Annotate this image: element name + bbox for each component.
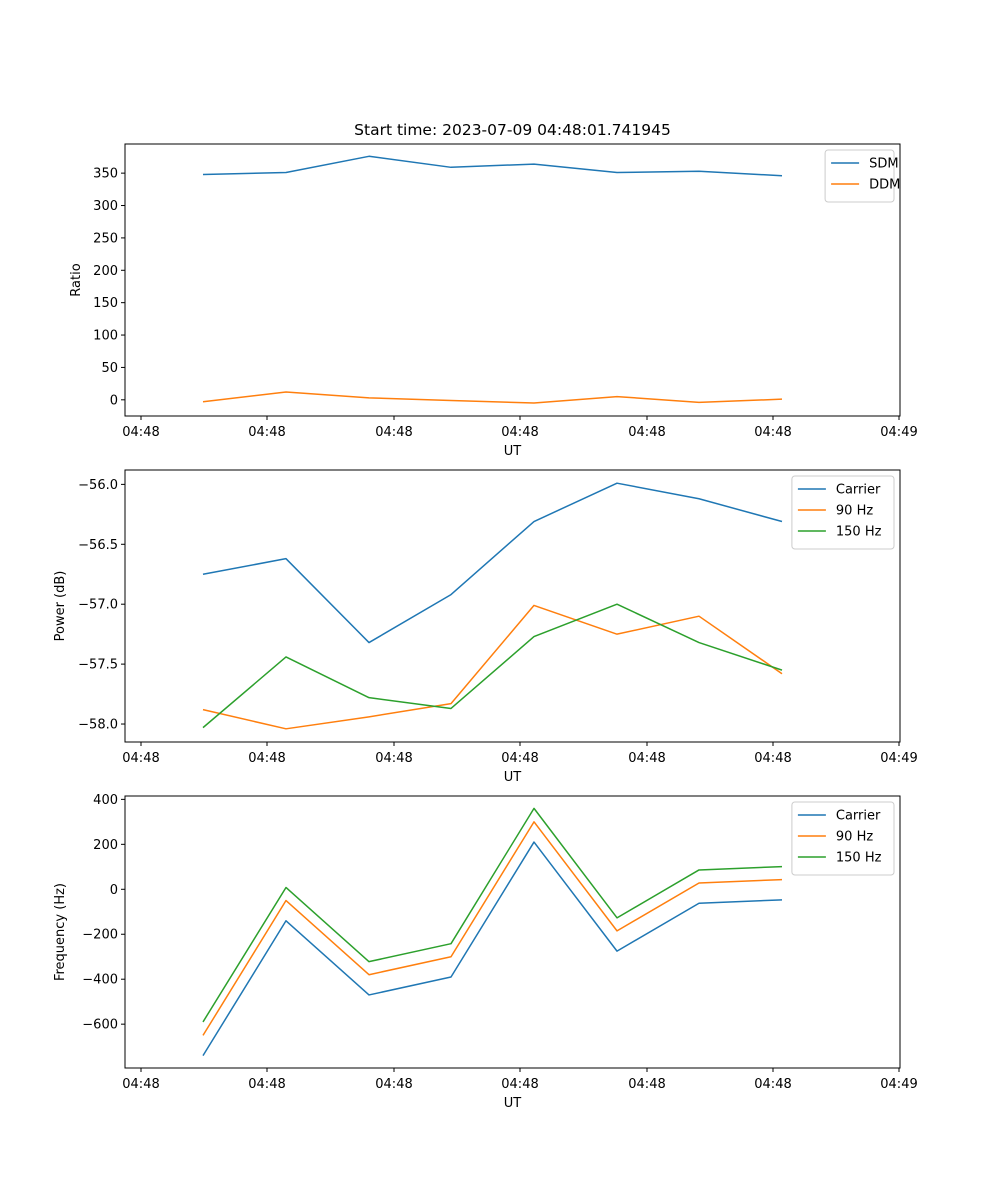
y-tick-label: 200: [93, 264, 118, 279]
x-tick-label: 04:48: [628, 751, 665, 766]
y-tick-label: 0: [110, 393, 118, 408]
x-tick-label: 04:48: [122, 1077, 159, 1092]
legend: Carrier 90 Hz 150 Hz: [791, 801, 895, 876]
y-tick-label: 200: [93, 838, 118, 853]
x-tick-label: 04:48: [122, 425, 159, 440]
y-tick-label: 250: [93, 231, 118, 246]
series-line-90-hz: [202, 604, 783, 730]
legend-label: 150 Hz: [836, 525, 882, 540]
x-tick-label: 04:49: [880, 425, 917, 440]
legend-label: Carrier: [836, 483, 881, 498]
series-line-150-hz: [202, 603, 783, 729]
plot-area-frame: [124, 143, 901, 417]
x-axis-label: UT: [504, 444, 522, 459]
legend-label: 90 Hz: [836, 504, 873, 519]
x-axis-label: UT: [504, 1096, 522, 1111]
x-tick-label: 04:48: [754, 751, 791, 766]
x-tick-label: 04:49: [880, 751, 917, 766]
x-tick-label: 04:48: [375, 425, 412, 440]
series-line-carrier: [202, 482, 783, 644]
x-tick-label: 04:48: [248, 751, 285, 766]
y-tick-label: −57.5: [78, 658, 118, 673]
x-tick-label: 04:48: [248, 1077, 285, 1092]
y-tick-label: −58.0: [78, 718, 118, 733]
legend-label: Carrier: [836, 809, 881, 824]
series-line-carrier: [202, 841, 783, 1057]
legend-label: SDM: [869, 157, 898, 172]
chart-title: Start time: 2023-07-09 04:48:01.741945: [354, 121, 671, 139]
y-tick-label: −57.0: [78, 598, 118, 613]
chart-panel-1: Start time: 2023-07-09 04:48:01.741945 04…: [69, 121, 918, 459]
y-tick-label: 150: [93, 296, 118, 311]
y-tick-label: 350: [93, 167, 118, 182]
x-tick-label: 04:48: [754, 425, 791, 440]
x-tick-label: 04:48: [501, 1077, 538, 1092]
legend-label: 90 Hz: [836, 830, 873, 845]
chart-root: Start time: 2023-07-09 04:48:01.74194504…: [53, 121, 918, 1111]
series-line-150-hz: [202, 807, 783, 1023]
y-tick-label: −200: [82, 928, 118, 943]
plot-area-frame: [124, 795, 901, 1069]
y-tick-label: 100: [93, 329, 118, 344]
legend-label: 150 Hz: [836, 851, 882, 866]
y-tick-label: 400: [93, 793, 118, 808]
y-tick-label: 300: [93, 199, 118, 214]
x-axis-label: UT: [504, 770, 522, 785]
chart-panel-3: 04:48 04:48 04:48 04:48 04:48 04:48 04:49 UT −60…: [53, 793, 918, 1111]
legend: SDM DDM: [824, 149, 900, 203]
chart-panel-2: 04:48 04:48 04:48 04:48 04:48 04:48 04:49 UT −58…: [53, 469, 918, 785]
y-axis-label: Frequency (Hz): [53, 883, 68, 981]
series-line-sdm: [202, 155, 783, 177]
y-axis-label: Power (dB): [53, 571, 68, 642]
x-tick-label: 04:48: [122, 751, 159, 766]
x-tick-label: 04:48: [628, 1077, 665, 1092]
x-tick-label: 04:48: [375, 751, 412, 766]
y-axis-label: Ratio: [69, 263, 84, 296]
y-tick-label: −600: [82, 1018, 118, 1033]
x-tick-label: 04:48: [628, 425, 665, 440]
y-tick-label: 0: [110, 883, 118, 898]
x-tick-label: 04:48: [501, 425, 538, 440]
series-line-ddm: [202, 391, 783, 404]
y-tick-label: −56.5: [78, 538, 118, 553]
x-tick-label: 04:48: [754, 1077, 791, 1092]
x-tick-label: 04:48: [248, 425, 285, 440]
legend: Carrier 90 Hz 150 Hz: [791, 475, 895, 550]
y-tick-label: −56.0: [78, 478, 118, 493]
legend-label: DDM: [869, 178, 900, 193]
y-tick-label: −400: [82, 973, 118, 988]
x-tick-label: 04:48: [501, 751, 538, 766]
plot-area-frame: [124, 469, 901, 743]
x-tick-label: 04:49: [880, 1077, 917, 1092]
y-tick-label: 50: [101, 361, 118, 376]
x-tick-label: 04:48: [375, 1077, 412, 1092]
series-line-90-hz: [202, 821, 783, 1036]
